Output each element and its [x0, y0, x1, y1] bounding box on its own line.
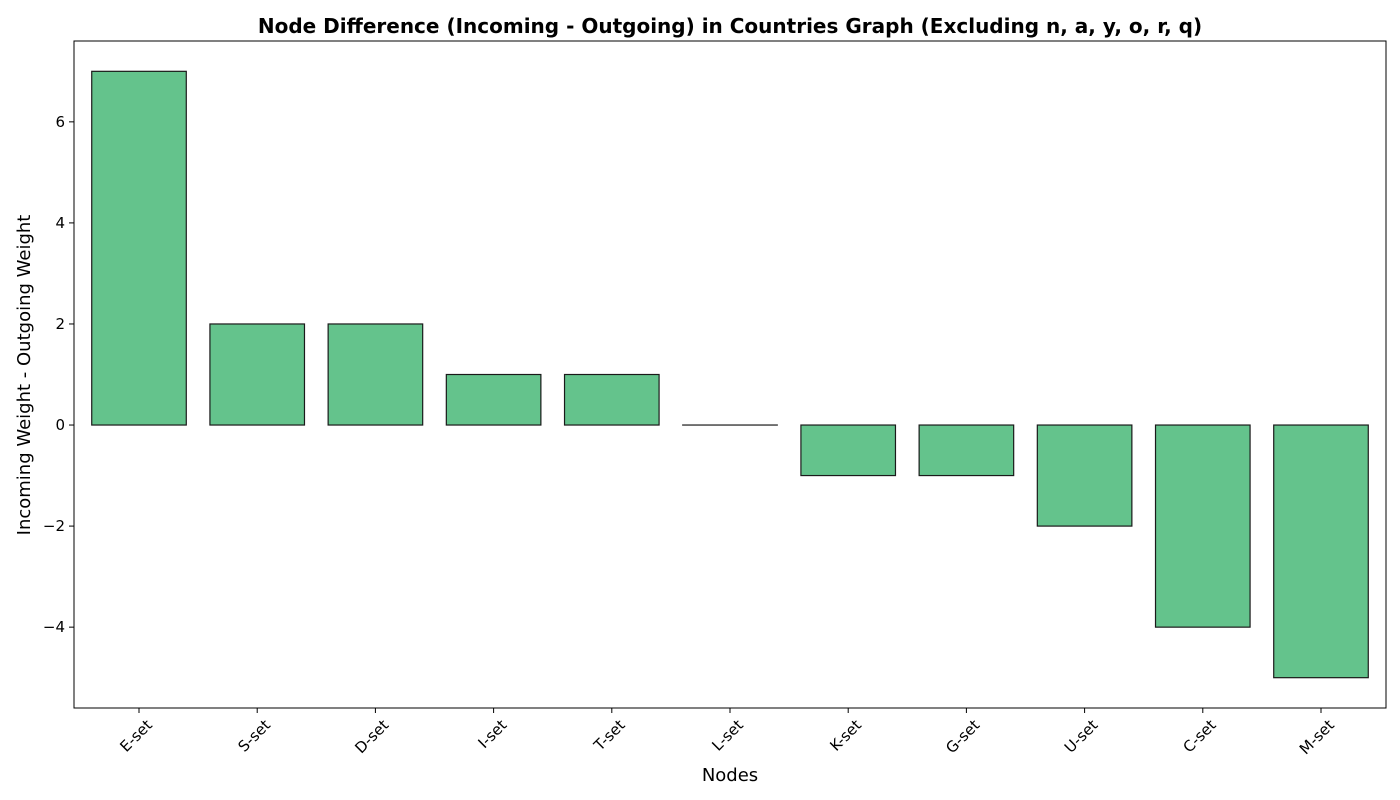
- x-tick-label: I-set: [475, 716, 511, 752]
- bar-s-set: [209, 323, 306, 426]
- x-tick-label: S-set: [235, 716, 275, 756]
- x-tick-label: G-set: [942, 716, 983, 757]
- x-axis-label: Nodes: [702, 765, 758, 786]
- bar-m-set: [1273, 424, 1369, 679]
- x-tick-label: M-set: [1296, 716, 1338, 758]
- bar-u-set: [1036, 424, 1133, 527]
- bar-e-set: [91, 70, 187, 426]
- bar-t-set: [563, 373, 660, 426]
- x-tick-label: D-set: [351, 716, 392, 757]
- x-tick-label: U-set: [1061, 716, 1102, 757]
- y-tick-label: 6: [55, 113, 65, 131]
- bars-group: [91, 70, 1369, 679]
- x-tick-label: C-set: [1179, 716, 1219, 756]
- chart-title: Node Difference (Incoming - Outgoing) in…: [258, 14, 1202, 38]
- x-tick-label: T-set: [590, 716, 629, 755]
- plot-frame: [73, 40, 1387, 709]
- y-tick-label: −4: [43, 618, 65, 636]
- x-tick-label: L-set: [708, 716, 747, 755]
- y-axis-label: Incoming Weight - Outgoing Weight: [14, 215, 35, 536]
- y-tick-label: 4: [55, 214, 65, 232]
- y-axis: −4 −2 0 2 4 6: [43, 113, 74, 636]
- x-tick-label: K-set: [826, 716, 865, 755]
- x-axis: E-set S-set D-set I-set T-set L-set K-set G-set…: [116, 708, 1338, 758]
- y-tick-label: 0: [55, 416, 65, 434]
- bar-d-set: [327, 323, 424, 426]
- y-tick-label: 2: [55, 315, 65, 333]
- y-tick-label: −2: [43, 517, 65, 535]
- bar-c-set: [1154, 424, 1251, 628]
- bar-k-set: [800, 424, 897, 477]
- bar-g-set: [918, 424, 1015, 477]
- bar-i-set: [445, 373, 542, 426]
- x-tick-label: E-set: [116, 716, 156, 756]
